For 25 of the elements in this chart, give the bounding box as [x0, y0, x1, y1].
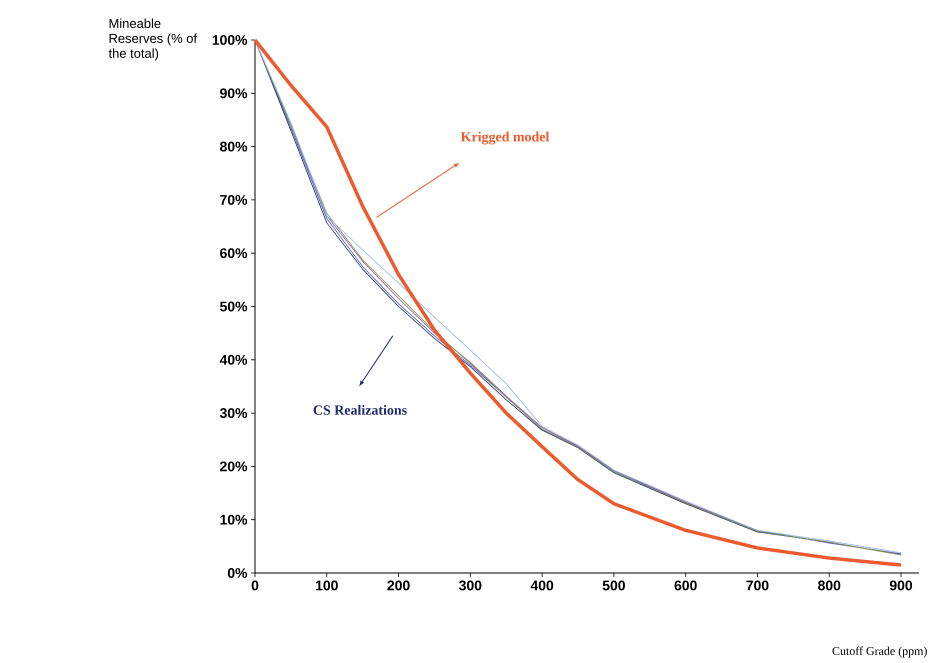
y-axis-title: Mineable Reserves (% of the total): [108, 18, 198, 60]
y-tick-label: 40%: [220, 354, 248, 365]
y-tick-label: 30%: [220, 408, 248, 418]
y-tick-label: 100%: [212, 35, 248, 45]
x-tick-label: 100: [316, 580, 338, 590]
annotation: Krigged model: [460, 132, 550, 144]
x-axis-title: Cutoff Grade (ppm): [832, 646, 927, 658]
y-tick-label: 50%: [220, 302, 248, 312]
y-tick-label: 0%: [228, 568, 248, 578]
x-tick-label: 200: [387, 580, 410, 590]
y-tick-label: 10%: [220, 514, 248, 525]
y-tick-label: 70%: [220, 194, 248, 205]
x-tick-label: 800: [818, 580, 840, 590]
annotation: CS Realizations: [314, 404, 407, 415]
y-tick-label: 60%: [220, 248, 248, 258]
x-tick-label: 700: [746, 580, 769, 590]
y-tick-label: 90%: [220, 88, 248, 98]
y-tick-label: 80%: [220, 142, 248, 152]
x-tick-label: 600: [674, 580, 697, 590]
y-tick-label: 20%: [220, 461, 248, 472]
x-tick-label: 400: [530, 580, 554, 590]
x-tick-label: 300: [459, 580, 482, 590]
x-tick-label: 500: [602, 580, 625, 590]
x-tick-label: 0: [252, 580, 258, 590]
x-tick-label: 900: [890, 580, 912, 590]
